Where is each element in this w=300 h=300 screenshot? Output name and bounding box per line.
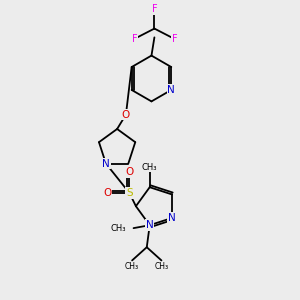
Text: CH₃: CH₃ [111,224,126,232]
Text: O: O [122,110,130,120]
Text: CH₃: CH₃ [154,262,169,271]
Text: S: S [126,188,133,198]
Text: O: O [103,188,112,198]
Text: N: N [167,85,175,95]
Text: N: N [146,220,154,230]
Text: F: F [132,34,137,44]
Text: F: F [172,34,177,44]
Text: CH₃: CH₃ [142,163,158,172]
Text: F: F [152,4,157,14]
Text: CH₃: CH₃ [125,262,139,271]
Text: N: N [102,158,110,169]
Text: O: O [125,167,134,177]
Text: N: N [168,213,176,223]
